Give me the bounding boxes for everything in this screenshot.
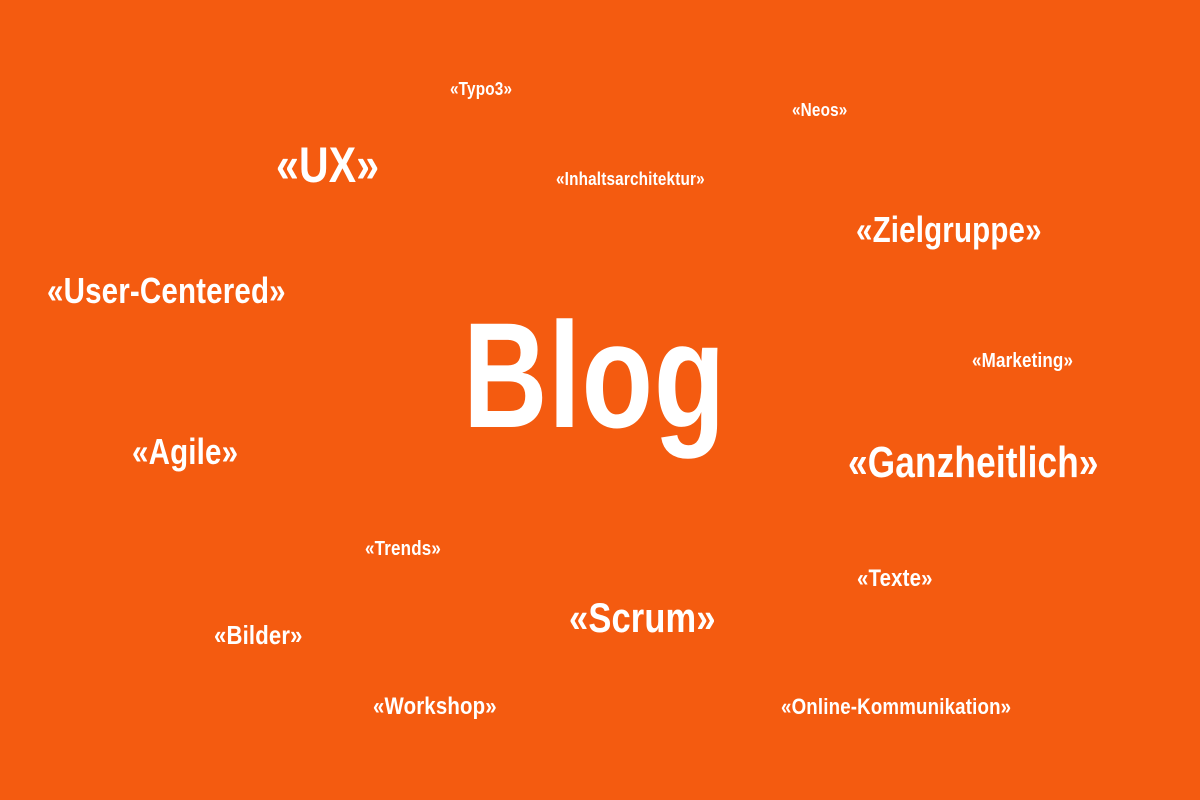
tag-online-kommunikation: «Online-Kommunikation»	[781, 694, 1012, 719]
tag-inhaltsarchitektur: «Inhaltsarchitektur»	[556, 169, 705, 189]
tag-scrum: «Scrum»	[569, 594, 716, 641]
tag-agile: «Agile»	[132, 431, 239, 472]
tag-trends: «Trends»	[365, 538, 442, 560]
tag-ganzheitlich: «Ganzheitlich»	[848, 438, 1099, 487]
tag-typo3: «Typo3»	[450, 79, 513, 99]
tag-user-centered: «User-Centered»	[47, 270, 286, 311]
blog-title: Blog	[463, 291, 727, 459]
tag-ux: «UX»	[276, 137, 380, 193]
tag-texte: «Texte»	[857, 565, 933, 592]
tag-workshop: «Workshop»	[373, 693, 497, 720]
tag-marketing: «Marketing»	[972, 350, 1074, 372]
tag-bilder: «Bilder»	[214, 620, 303, 650]
tag-zielgruppe: «Zielgruppe»	[856, 209, 1042, 250]
tag-neos: «Neos»	[792, 100, 848, 120]
